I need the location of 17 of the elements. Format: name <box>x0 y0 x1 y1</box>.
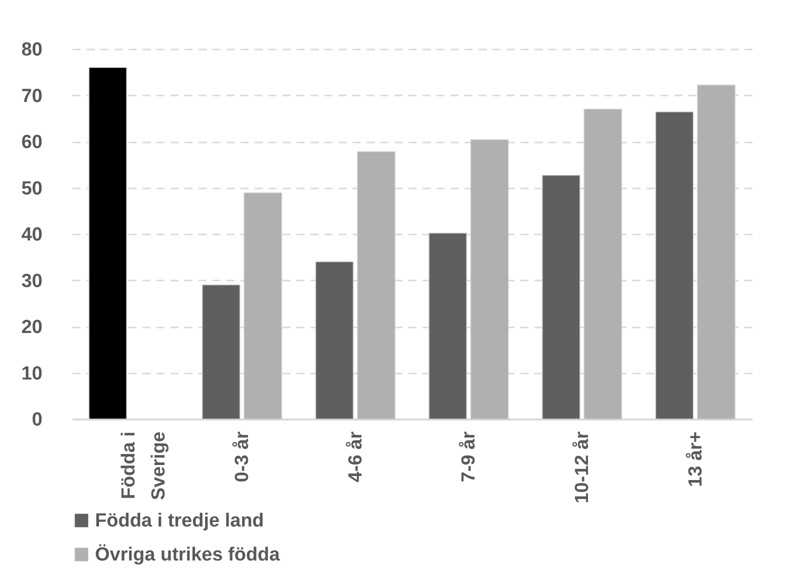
x-tick-label: 7-9 år <box>458 430 480 482</box>
legend-label: Övriga utrikes födda <box>95 544 280 566</box>
x-tick-label: Födda i Sverige <box>118 432 170 500</box>
y-tick-label: 70 <box>21 86 42 107</box>
y-tick-label: 20 <box>21 317 42 338</box>
y-tick-label: 80 <box>21 40 42 60</box>
y-tick-label: 50 <box>21 178 42 200</box>
x-tick-label: 4-6 år <box>345 430 366 482</box>
y-tick-label: 60 <box>21 132 42 153</box>
legend-label: Födda i tredje land <box>95 510 264 532</box>
y-tick-label: 30 <box>21 270 42 292</box>
y-tick-label: 10 <box>21 363 42 384</box>
x-tick-label: 13 år+ <box>685 432 706 487</box>
y-tick-label: 40 <box>21 224 42 246</box>
y-tick-label: 0 <box>32 410 42 430</box>
x-tick-label: 0-3 år <box>232 430 253 482</box>
x-tick-label: 10-12 år <box>572 430 593 504</box>
